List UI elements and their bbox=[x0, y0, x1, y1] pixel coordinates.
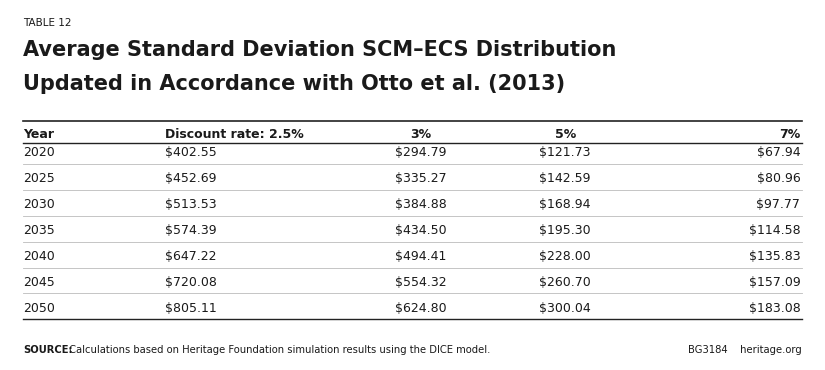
Text: $135.83: $135.83 bbox=[748, 250, 800, 263]
Text: $157.09: $157.09 bbox=[748, 276, 800, 289]
Text: $168.94: $168.94 bbox=[540, 198, 591, 211]
Text: $574.39: $574.39 bbox=[165, 224, 217, 237]
Text: $335.27: $335.27 bbox=[395, 172, 446, 185]
Text: 2045: 2045 bbox=[23, 276, 54, 289]
Text: $121.73: $121.73 bbox=[540, 146, 591, 159]
Text: 7%: 7% bbox=[779, 128, 800, 141]
Text: $300.04: $300.04 bbox=[540, 302, 591, 314]
Text: $384.88: $384.88 bbox=[395, 198, 446, 211]
Text: SOURCE:: SOURCE: bbox=[23, 345, 73, 355]
Text: 2035: 2035 bbox=[23, 224, 54, 237]
Text: $805.11: $805.11 bbox=[165, 302, 217, 314]
Text: Year: Year bbox=[23, 128, 54, 141]
Text: $647.22: $647.22 bbox=[165, 250, 216, 263]
Text: $402.55: $402.55 bbox=[165, 146, 217, 159]
Text: $228.00: $228.00 bbox=[540, 250, 591, 263]
Text: 2050: 2050 bbox=[23, 302, 55, 314]
Text: $114.58: $114.58 bbox=[748, 224, 800, 237]
Text: $142.59: $142.59 bbox=[540, 172, 591, 185]
Text: 2030: 2030 bbox=[23, 198, 54, 211]
Text: 2020: 2020 bbox=[23, 146, 54, 159]
Text: $260.70: $260.70 bbox=[540, 276, 591, 289]
Text: $624.80: $624.80 bbox=[395, 302, 446, 314]
Text: 3%: 3% bbox=[410, 128, 431, 141]
Text: $434.50: $434.50 bbox=[395, 224, 446, 237]
Text: 2040: 2040 bbox=[23, 250, 54, 263]
Text: BG3184    heritage.org: BG3184 heritage.org bbox=[688, 345, 802, 355]
Text: $67.94: $67.94 bbox=[757, 146, 800, 159]
Text: $97.77: $97.77 bbox=[757, 198, 800, 211]
Text: Updated in Accordance with Otto et al. (2013): Updated in Accordance with Otto et al. (… bbox=[23, 74, 565, 94]
Text: $494.41: $494.41 bbox=[395, 250, 446, 263]
Text: $452.69: $452.69 bbox=[165, 172, 216, 185]
Text: $554.32: $554.32 bbox=[395, 276, 446, 289]
Text: Discount rate: 2.5%: Discount rate: 2.5% bbox=[165, 128, 304, 141]
Text: TABLE 12: TABLE 12 bbox=[23, 18, 72, 28]
Text: 2025: 2025 bbox=[23, 172, 54, 185]
Text: Calculations based on Heritage Foundation simulation results using the DICE mode: Calculations based on Heritage Foundatio… bbox=[66, 345, 490, 355]
Text: $80.96: $80.96 bbox=[757, 172, 800, 185]
Text: $294.79: $294.79 bbox=[395, 146, 446, 159]
Text: $183.08: $183.08 bbox=[748, 302, 800, 314]
Text: $513.53: $513.53 bbox=[165, 198, 217, 211]
Text: $720.08: $720.08 bbox=[165, 276, 217, 289]
Text: Average Standard Deviation SCM–ECS Distribution: Average Standard Deviation SCM–ECS Distr… bbox=[23, 40, 616, 60]
Text: $195.30: $195.30 bbox=[540, 224, 591, 237]
Text: 5%: 5% bbox=[554, 128, 576, 141]
